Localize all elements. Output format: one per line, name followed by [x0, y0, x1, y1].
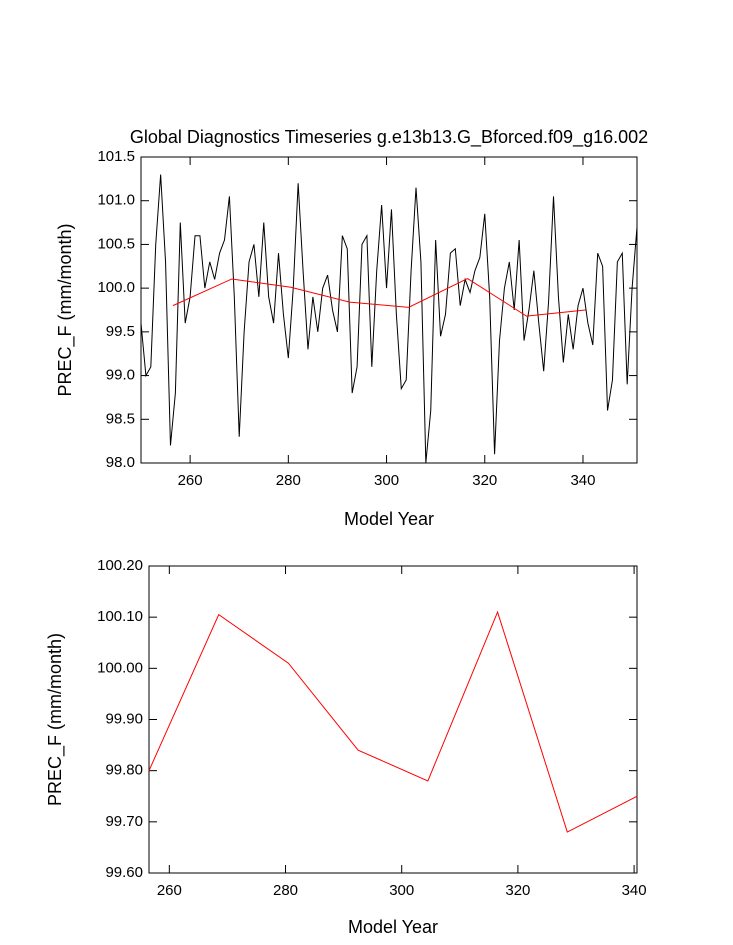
y-axis-label: PREC_F (mm/month): [45, 633, 66, 806]
y-axis-label: PREC_F (mm/month): [55, 223, 76, 396]
y-tick-label: 100.5: [97, 235, 135, 252]
y-tick-label: 99.5: [106, 323, 135, 340]
plot-frame: [148, 565, 638, 874]
y-tick-label: 99.0: [106, 367, 135, 384]
y-tick-label: 100.20: [97, 557, 143, 574]
x-axis-label: Model Year: [344, 509, 434, 529]
x-tick-label: 340: [570, 472, 595, 489]
series-line: [148, 610, 638, 833]
x-tick-label: 280: [273, 882, 298, 899]
plot-frame: [140, 156, 638, 464]
y-tick-label: 100.00: [97, 659, 143, 676]
series-line: [172, 277, 586, 317]
y-tick-label: 99.90: [105, 710, 143, 727]
x-tick-label: 320: [472, 472, 497, 489]
chart-title: Global Diagnostics Timeseries g.e13b13.G…: [130, 127, 648, 148]
y-tick-label: 101.0: [97, 192, 135, 209]
x-tick-label: 280: [276, 472, 301, 489]
series-line: [140, 174, 638, 464]
x-tick-label: 340: [622, 882, 647, 899]
y-tick-label: 99.60: [105, 864, 143, 881]
x-tick-label: 300: [374, 472, 399, 489]
y-tick-label: 99.80: [105, 762, 143, 779]
y-tick-label: 100.0: [97, 279, 135, 296]
y-tick-label: 99.70: [105, 813, 143, 830]
x-tick-label: 260: [157, 882, 182, 899]
y-tick-label: 98.0: [106, 454, 135, 471]
x-axis-label: Model Year: [348, 917, 438, 937]
y-tick-label: 101.5: [97, 148, 135, 165]
x-tick-label: 260: [178, 472, 203, 489]
y-tick-label: 100.10: [97, 608, 143, 625]
y-tick-label: 98.5: [106, 410, 135, 427]
x-tick-label: 320: [505, 882, 530, 899]
x-tick-label: 300: [389, 882, 414, 899]
